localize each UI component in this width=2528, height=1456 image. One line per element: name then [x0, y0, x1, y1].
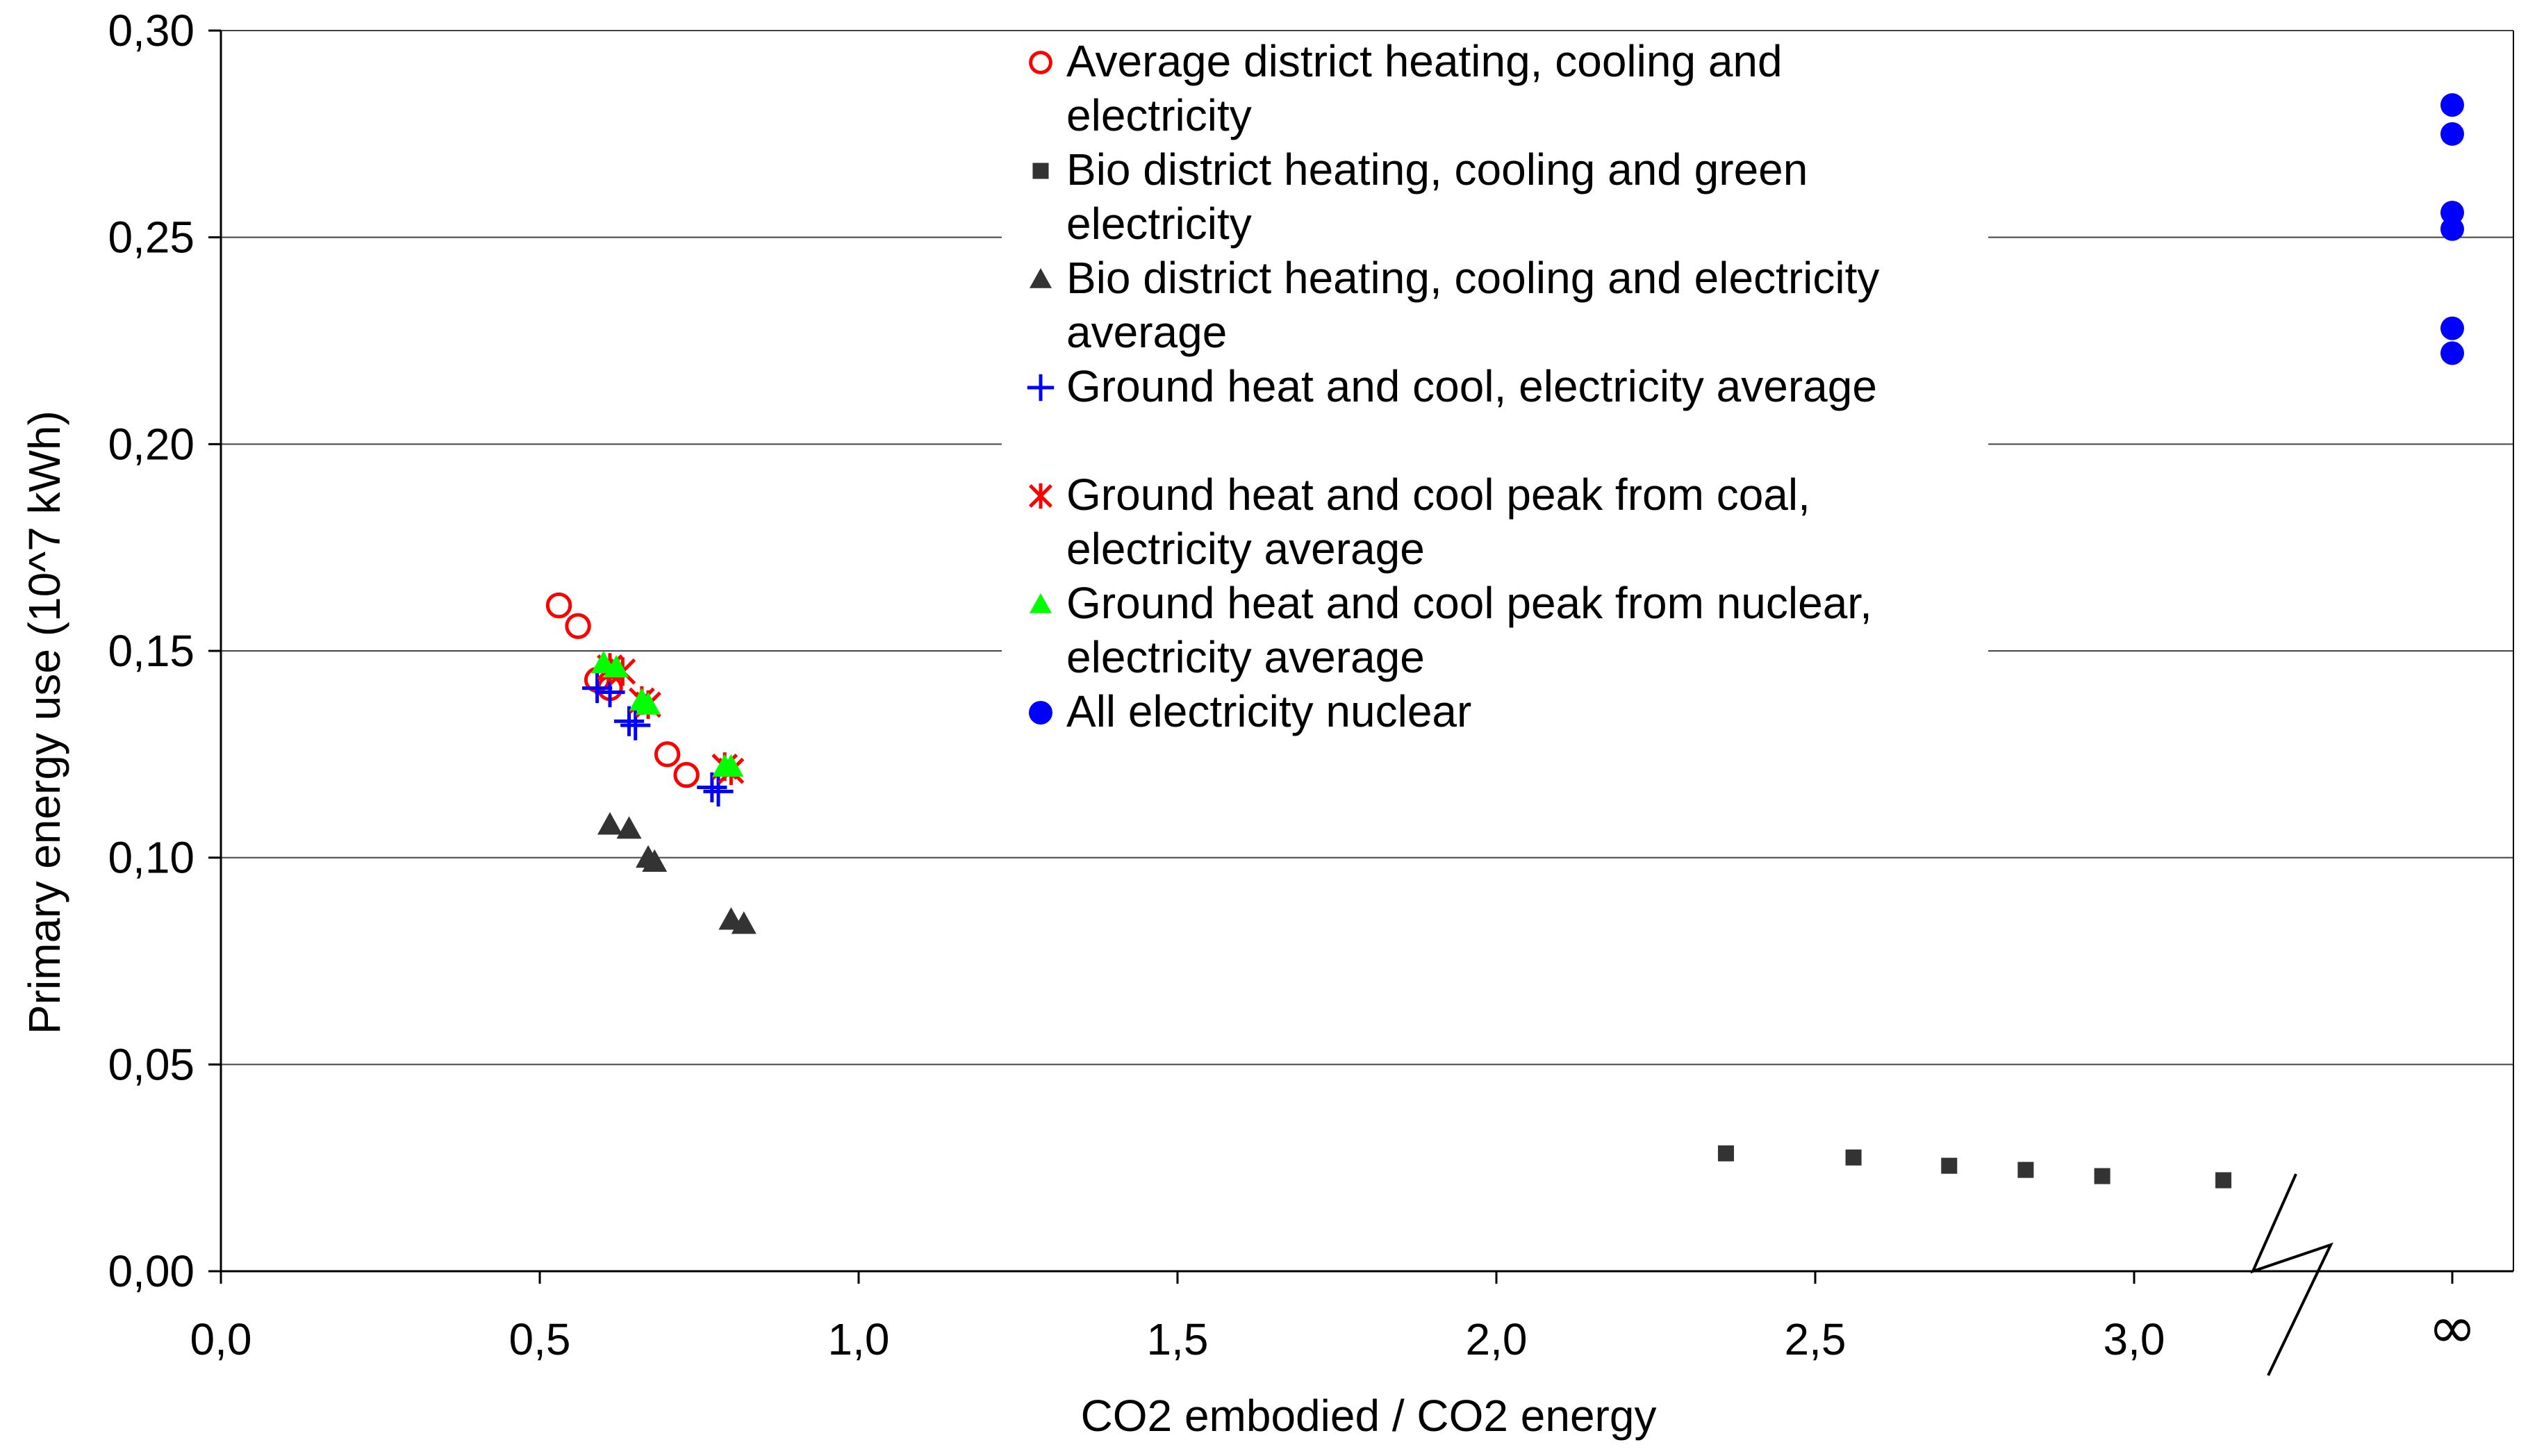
series-3-points: [597, 812, 757, 934]
legend-label: Bio district heating, cooling and green: [1066, 144, 1808, 195]
data-point: [2440, 217, 2464, 241]
legend-label: Ground heat and cool peak from nuclear,: [1066, 578, 1872, 628]
y-tick-label: 0,25: [108, 213, 195, 263]
legend-item: Ground heat and cool peak from nuclear,e…: [1030, 578, 1872, 682]
legend-label: electricity: [1066, 90, 1252, 140]
data-point: [2440, 122, 2464, 146]
y-tick-label: 0,00: [108, 1246, 195, 1296]
legend-label: Ground heat and cool, electricity averag…: [1066, 361, 1877, 411]
legend-marker: [1027, 374, 1055, 402]
data-point: [2440, 316, 2464, 340]
legend-label: Average district heating, cooling and: [1066, 36, 1783, 86]
series-2-points: [1717, 1145, 2232, 1189]
legend-marker: [1032, 163, 1049, 179]
data-point: [2440, 341, 2464, 365]
legend-label: electricity: [1066, 199, 1252, 249]
legend-marker: [1029, 51, 1052, 74]
data-point: [2440, 200, 2464, 224]
data-point: [636, 692, 661, 715]
data-point: [1717, 1145, 1734, 1161]
y-tick-label: 0,20: [108, 419, 195, 469]
y-axis-title: Primary energy use (10^7 kWh): [19, 411, 69, 1034]
data-points: [545, 93, 2464, 1189]
legend-label: Bio district heating, cooling and electr…: [1066, 253, 1879, 303]
data-point: [597, 812, 622, 835]
x-tick-label: 1,5: [1147, 1314, 1209, 1364]
legend-item: Ground heat and cool peak from coal,elec…: [1029, 470, 1810, 574]
legend-label: electricity average: [1066, 524, 1425, 574]
data-point: [2440, 93, 2464, 117]
legend-marker: [1030, 593, 1052, 613]
x-tick-label: 2,0: [1466, 1314, 1528, 1364]
data-point: [545, 592, 572, 619]
legend-label: electricity average: [1066, 632, 1425, 682]
data-point: [1941, 1157, 1958, 1174]
y-tick-label: 0,15: [108, 626, 195, 676]
legend-label: All electricity nuclear: [1066, 686, 1471, 736]
x-axis-title: CO2 embodied / CO2 energy: [1081, 1391, 1657, 1441]
legend-label: Ground heat and cool peak from coal,: [1066, 470, 1810, 520]
x-tick-label: 0,0: [190, 1314, 252, 1364]
x-tick-label: 3,0: [2104, 1314, 2165, 1364]
y-tick-label: 0,05: [108, 1039, 195, 1089]
legend-item: Bio district heating, cooling and electr…: [1030, 253, 1879, 357]
legend-item: All electricity nuclear: [1029, 686, 1471, 736]
data-point: [565, 613, 591, 639]
x-tick-label: 2,5: [1785, 1314, 1847, 1364]
x-tick-label: 0,5: [509, 1314, 571, 1364]
data-point: [2094, 1168, 2110, 1184]
x-tick-label: 1,0: [828, 1314, 890, 1364]
data-point: [654, 741, 681, 768]
legend-marker: [1029, 483, 1052, 509]
x-tick-label-infinity: ∞: [2428, 1293, 2477, 1362]
y-tick-label: 0,30: [108, 6, 195, 56]
series-6-points: [590, 650, 744, 777]
y-tick-label: 0,10: [108, 833, 195, 883]
data-point: [718, 754, 744, 777]
legend-item: Average district heating, cooling andele…: [1029, 36, 1783, 140]
axis-break-marker: [2250, 1173, 2333, 1376]
series-7-points: [2440, 93, 2464, 365]
tick-labels: 0,00 0,05 0,10 0,15 0,20 0,25 0,30 0,0 0,5 1,0 1,5…: [108, 6, 2477, 1364]
legend-item: Bio district heating, cooling and greene…: [1032, 144, 1808, 249]
legend-label: average: [1066, 307, 1227, 357]
data-point: [642, 849, 668, 872]
data-point: [604, 654, 629, 678]
legend-box: [1002, 40, 1988, 761]
data-point: [1845, 1149, 1862, 1166]
axis-break-zigzag: [2250, 1173, 2333, 1376]
legend: Average district heating, cooling andele…: [1002, 36, 1988, 761]
data-point: [2215, 1172, 2232, 1189]
legend-marker: [1029, 701, 1052, 725]
legend-marker: [1030, 268, 1052, 288]
data-point: [2017, 1161, 2034, 1178]
data-point: [673, 761, 700, 788]
data-point: [731, 911, 757, 934]
data-point: [616, 816, 642, 839]
legend-item: Ground heat and cool, electricity averag…: [1027, 361, 1877, 411]
